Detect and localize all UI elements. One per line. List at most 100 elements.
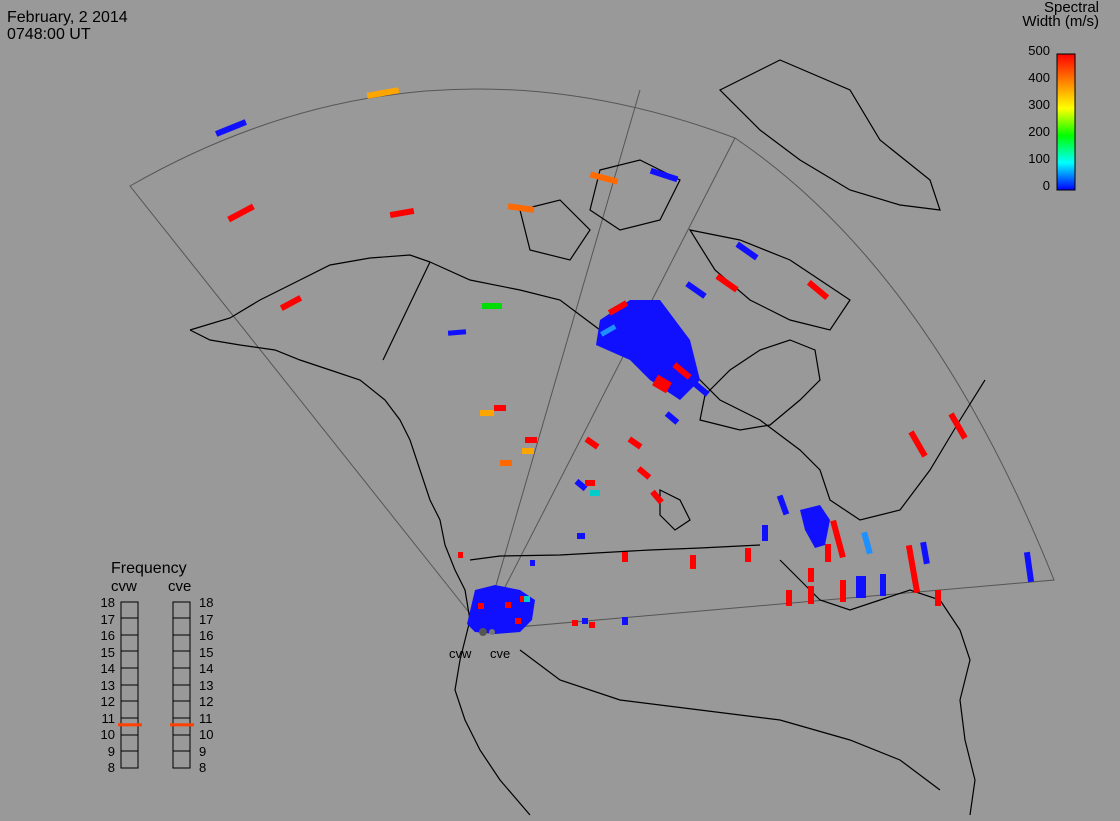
scatter-cell — [690, 555, 696, 569]
scatter-cell — [584, 436, 600, 450]
hudson-coast — [639, 319, 986, 521]
scatter-cell — [366, 87, 400, 99]
frequency-tick: 8 — [107, 760, 115, 775]
scatter-cell — [447, 329, 467, 336]
site-label-cve: cve — [490, 646, 511, 661]
arctic-island-2 — [519, 199, 591, 261]
frequency-tick: 11 — [199, 711, 213, 726]
scatter-cell — [672, 362, 692, 380]
scatter-cell — [1023, 551, 1035, 583]
scatter-data — [215, 87, 1035, 634]
scatter-cell — [505, 602, 511, 608]
frequency-tick: 10 — [100, 727, 115, 742]
scatter-cell — [482, 303, 502, 309]
scatter-cell — [577, 533, 585, 539]
scatter-cell — [622, 617, 628, 625]
arctic-coast — [429, 261, 601, 331]
colorbar-tick: 0 — [1042, 178, 1050, 193]
arctic-island-1 — [589, 159, 681, 231]
scatter-cell — [652, 374, 672, 394]
frequency-tick: 17 — [199, 612, 214, 627]
scatter-cell — [808, 586, 814, 604]
colorbar-tick: 200 — [1028, 124, 1050, 139]
scatter-cell — [524, 596, 530, 602]
frequency-title: Frequency — [111, 560, 187, 577]
alaska-coast — [189, 254, 431, 331]
frequency-tick: 12 — [100, 694, 115, 709]
frequency-cvw-label: cvw — [111, 578, 137, 595]
frequency-boxes — [120, 601, 191, 769]
scatter-cell — [825, 544, 831, 562]
scatter-cluster — [800, 505, 830, 548]
scatter-cell — [600, 324, 617, 337]
scatter-cell — [649, 167, 679, 183]
frequency-cve-label: cve — [168, 578, 192, 595]
scatter-cell — [762, 525, 768, 541]
scatter-cell — [636, 466, 652, 480]
scatter-cell — [786, 590, 792, 606]
scatter-cell — [530, 560, 535, 566]
scatter-cell — [582, 618, 588, 624]
scatter-cell — [585, 480, 595, 486]
frequency-tick: 9 — [199, 744, 207, 759]
frequency-tick: 13 — [199, 678, 214, 693]
frequency-tick: 16 — [100, 628, 115, 643]
frequency-tick: 17 — [100, 612, 115, 627]
frequency-tick: 14 — [100, 661, 115, 676]
fov-divider-cve — [482, 137, 736, 631]
scatter-cell — [808, 568, 814, 582]
frequency-tick: 11 — [101, 711, 116, 726]
time-label: 0748:00 UT — [7, 26, 91, 43]
fov-outer — [129, 88, 1055, 631]
scatter-cell — [590, 490, 600, 496]
scatter-cell — [589, 622, 595, 628]
scatter-cell — [572, 620, 578, 626]
scatter-cell — [776, 494, 790, 516]
cvw-frequency-marker — [118, 723, 142, 727]
scatter-cell — [574, 478, 588, 492]
colorbar-title-line2: Width (m/s) — [1022, 13, 1099, 30]
scatter-cell — [840, 580, 846, 602]
scatter-cell — [500, 460, 512, 466]
scatter-cell — [215, 119, 247, 137]
radar-site-marker — [479, 628, 487, 636]
scatter-cell — [522, 448, 534, 454]
colorbar-tick: 500 — [1028, 43, 1050, 58]
frequency-tick: 14 — [199, 661, 214, 676]
colorbar-title-line1: Spectral — [1043, 0, 1099, 16]
frequency-tick: 15 — [100, 645, 115, 660]
frequency-tick: 18 — [100, 595, 115, 610]
scatter-cell — [650, 489, 664, 505]
frequency-tick: 8 — [199, 760, 207, 775]
scatter-cell — [935, 590, 941, 606]
scatter-cell — [830, 519, 846, 559]
scatter-cell — [589, 171, 619, 185]
colorbar-tick: 300 — [1028, 97, 1050, 112]
frequency-tick: 18 — [199, 595, 214, 610]
scatter-cell — [920, 541, 930, 565]
scatter-cell — [735, 241, 759, 261]
us-canada-border — [469, 544, 761, 561]
scatter-cluster — [596, 300, 700, 400]
greenland — [718, 59, 941, 211]
site-label-cvw: cvw — [449, 646, 472, 661]
scatter-cell — [389, 207, 415, 219]
colorbar-tick: 100 — [1028, 151, 1050, 166]
scatter-cell — [715, 273, 739, 293]
scatter-cell — [520, 596, 526, 602]
scatter-cell — [948, 412, 968, 440]
colorbar — [1056, 53, 1076, 191]
scatter-cell — [525, 437, 537, 443]
date-label: February, 2 2014 — [7, 9, 128, 26]
scatter-cell — [622, 552, 628, 562]
frequency-tick: 13 — [100, 678, 115, 693]
frequency-tick: 15 — [199, 645, 214, 660]
frequency-tick: 16 — [199, 628, 214, 643]
frequency-grid — [121, 617, 190, 752]
scatter-cell — [908, 430, 928, 458]
scatter-cell — [480, 410, 494, 416]
scatter-cell — [279, 295, 303, 311]
scatter-cell — [507, 203, 535, 213]
